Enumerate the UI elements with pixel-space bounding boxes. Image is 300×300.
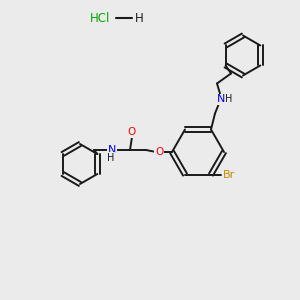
Text: Br: Br <box>223 169 235 179</box>
Text: N: N <box>108 145 116 155</box>
Text: HCl: HCl <box>90 11 110 25</box>
Text: O: O <box>155 147 163 157</box>
Text: N: N <box>217 94 225 104</box>
Text: H: H <box>135 11 143 25</box>
Text: O: O <box>128 127 136 137</box>
Text: H: H <box>225 94 233 104</box>
Text: H: H <box>107 153 115 163</box>
